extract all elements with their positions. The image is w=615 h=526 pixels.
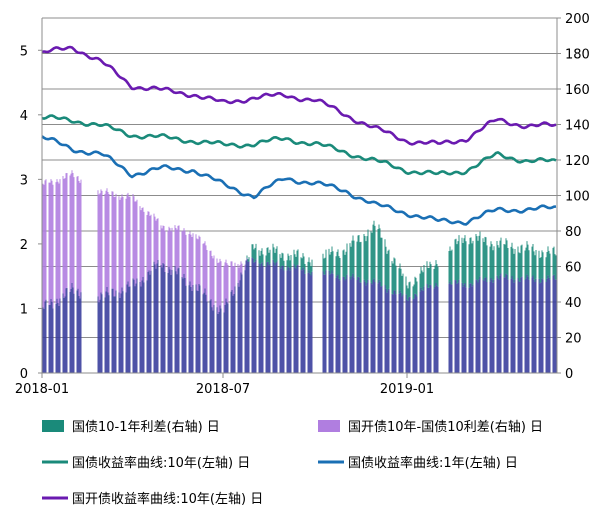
right-tick-label: 120: [565, 154, 590, 169]
right-tick-label: 200: [565, 12, 590, 27]
right-tick-label: 20: [565, 332, 582, 347]
legend-label: 国开债10年-国债10利差(右轴) 日: [348, 420, 543, 435]
left-tick-label: 5: [20, 44, 28, 59]
legend: 国债10-1年利差(右轴) 日国开债10年-国债10利差(右轴) 日国债收益率曲…: [42, 420, 543, 507]
right-tick-label: 180: [565, 48, 590, 63]
right-tick-label: 0: [565, 367, 573, 382]
left-tick-label: 4: [20, 109, 28, 124]
legend-label: 国开债收益率曲线:10年(左轴) 日: [72, 491, 263, 507]
left-tick-label: 3: [20, 173, 28, 188]
lines: [41, 45, 557, 226]
bars: [41, 170, 558, 373]
line-cdb_10y: [41, 45, 557, 146]
left-tick-label: 2: [20, 238, 28, 253]
legend-label: 国债收益率曲线:10年(左轴) 日: [72, 455, 250, 471]
right-tick-label: 160: [565, 83, 590, 98]
x-tick-label: 2018-01: [15, 382, 69, 397]
legend-swatch: [42, 420, 64, 432]
right-tick-label: 140: [565, 119, 590, 134]
right-tick-label: 40: [565, 296, 582, 311]
axes: 0 1 2 3 4 5 0 20 40 60 80 100 120 140 160 180 200 2018-01…: [15, 12, 590, 397]
right-tick-label: 80: [565, 225, 582, 240]
left-tick-label: 0: [20, 367, 28, 382]
line-yield_10y: [41, 114, 557, 176]
x-tick-label: 2018-07: [196, 382, 250, 397]
right-tick-label: 100: [565, 190, 590, 205]
legend-swatch: [318, 420, 340, 432]
legend-label: 国债收益率曲线:1年(左轴) 日: [348, 455, 518, 471]
right-tick-label: 60: [565, 261, 582, 276]
left-tick-label: 1: [20, 302, 28, 317]
legend-label: 国债10-1年利差(右轴) 日: [72, 420, 220, 435]
x-tick-label: 2019-01: [380, 382, 434, 397]
line-yield_1y: [41, 135, 557, 226]
